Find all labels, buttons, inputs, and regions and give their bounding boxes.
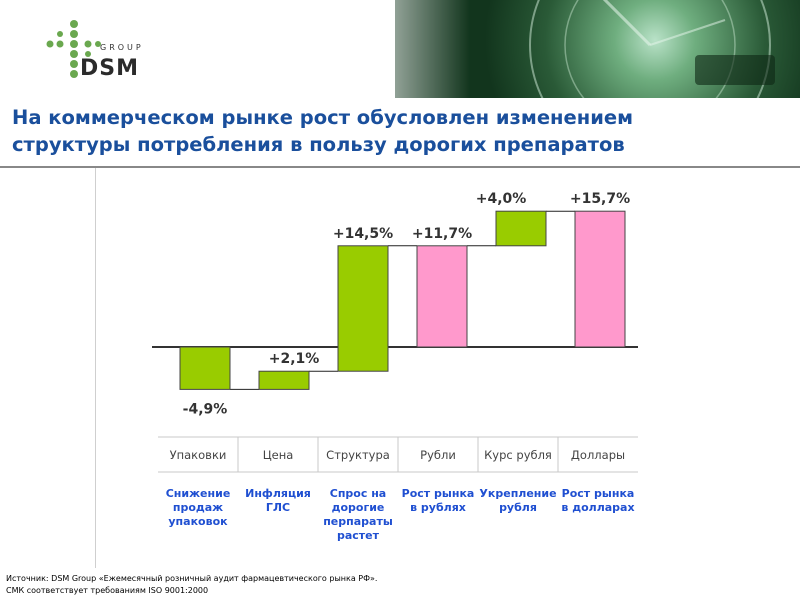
header: GROUP DSM bbox=[0, 0, 800, 98]
description-2-line-1: Инфляция bbox=[245, 487, 311, 500]
chart-plot: -4,9% +2,1% +14,5% +11,7% +4,0% +15,7% Упаковк… bbox=[152, 191, 638, 542]
source-text: Источник: DSM Group «Ежемесячный розничн… bbox=[6, 574, 378, 583]
description-5-line-1: Укрепление bbox=[479, 487, 556, 500]
description-3-line-4: растет bbox=[337, 529, 380, 542]
data-label-4: +11,7% bbox=[412, 226, 472, 242]
logo-name-text: DSM bbox=[80, 56, 139, 81]
description-3-line-2: дорогие bbox=[332, 501, 385, 514]
description-6-line-2: в долларах bbox=[561, 501, 634, 514]
description-1-line-3: упаковок bbox=[168, 515, 228, 528]
description-4-line-2: в рублях bbox=[410, 501, 466, 514]
title-divider bbox=[0, 166, 800, 168]
iso-text: СМК соответствует требованиям ISO 9001:2… bbox=[6, 586, 209, 595]
description-3-line-3: перпараты bbox=[323, 515, 393, 528]
clock-image bbox=[529, 0, 775, 98]
description-1-line-2: продаж bbox=[173, 501, 223, 514]
title-line-2: структуры потребления в пользу дорогих п… bbox=[12, 133, 625, 156]
bar-4 bbox=[416, 245, 468, 348]
category-label-1: Упаковки bbox=[170, 448, 227, 462]
description-6-line-1: Рост рынка bbox=[562, 487, 635, 500]
bar-6 bbox=[574, 210, 626, 348]
description-3-line-1: Спрос на bbox=[330, 487, 386, 500]
bar-5 bbox=[495, 210, 547, 247]
header-fade bbox=[330, 0, 470, 98]
description-2-line-2: ГЛС bbox=[266, 501, 290, 514]
data-label-3: +14,5% bbox=[333, 226, 393, 242]
data-label-6: +15,7% bbox=[570, 191, 630, 207]
logo-group-text: GROUP bbox=[100, 43, 144, 52]
description-5-line-2: рубля bbox=[499, 501, 537, 514]
category-label-5: Курс рубля bbox=[484, 448, 552, 462]
left-guide-line bbox=[95, 168, 96, 568]
data-label-1: -4,9% bbox=[183, 401, 228, 417]
title-line-1: На коммерческом рынке рост обусловлен из… bbox=[12, 106, 634, 129]
category-label-2: Цена bbox=[263, 448, 294, 462]
bar-2 bbox=[258, 370, 310, 390]
data-label-5: +4,0% bbox=[476, 191, 527, 207]
source-note: Источник: DSM Group «Ежемесячный розничн… bbox=[6, 573, 377, 597]
bar-1 bbox=[179, 346, 231, 390]
dsm-logo bbox=[44, 18, 164, 84]
data-label-2: +2,1% bbox=[269, 351, 320, 367]
bar-3 bbox=[337, 245, 389, 372]
description-4-line-1: Рост рынка bbox=[402, 487, 475, 500]
category-label-3: Структура bbox=[326, 448, 390, 462]
page-title: На коммерческом рынке рост обусловлен из… bbox=[12, 104, 772, 158]
description-1-line-1: Снижение bbox=[166, 487, 231, 500]
category-label-6: Доллары bbox=[571, 448, 625, 462]
logo-dots-icon bbox=[46, 20, 101, 78]
category-label-4: Рубли bbox=[420, 448, 456, 462]
